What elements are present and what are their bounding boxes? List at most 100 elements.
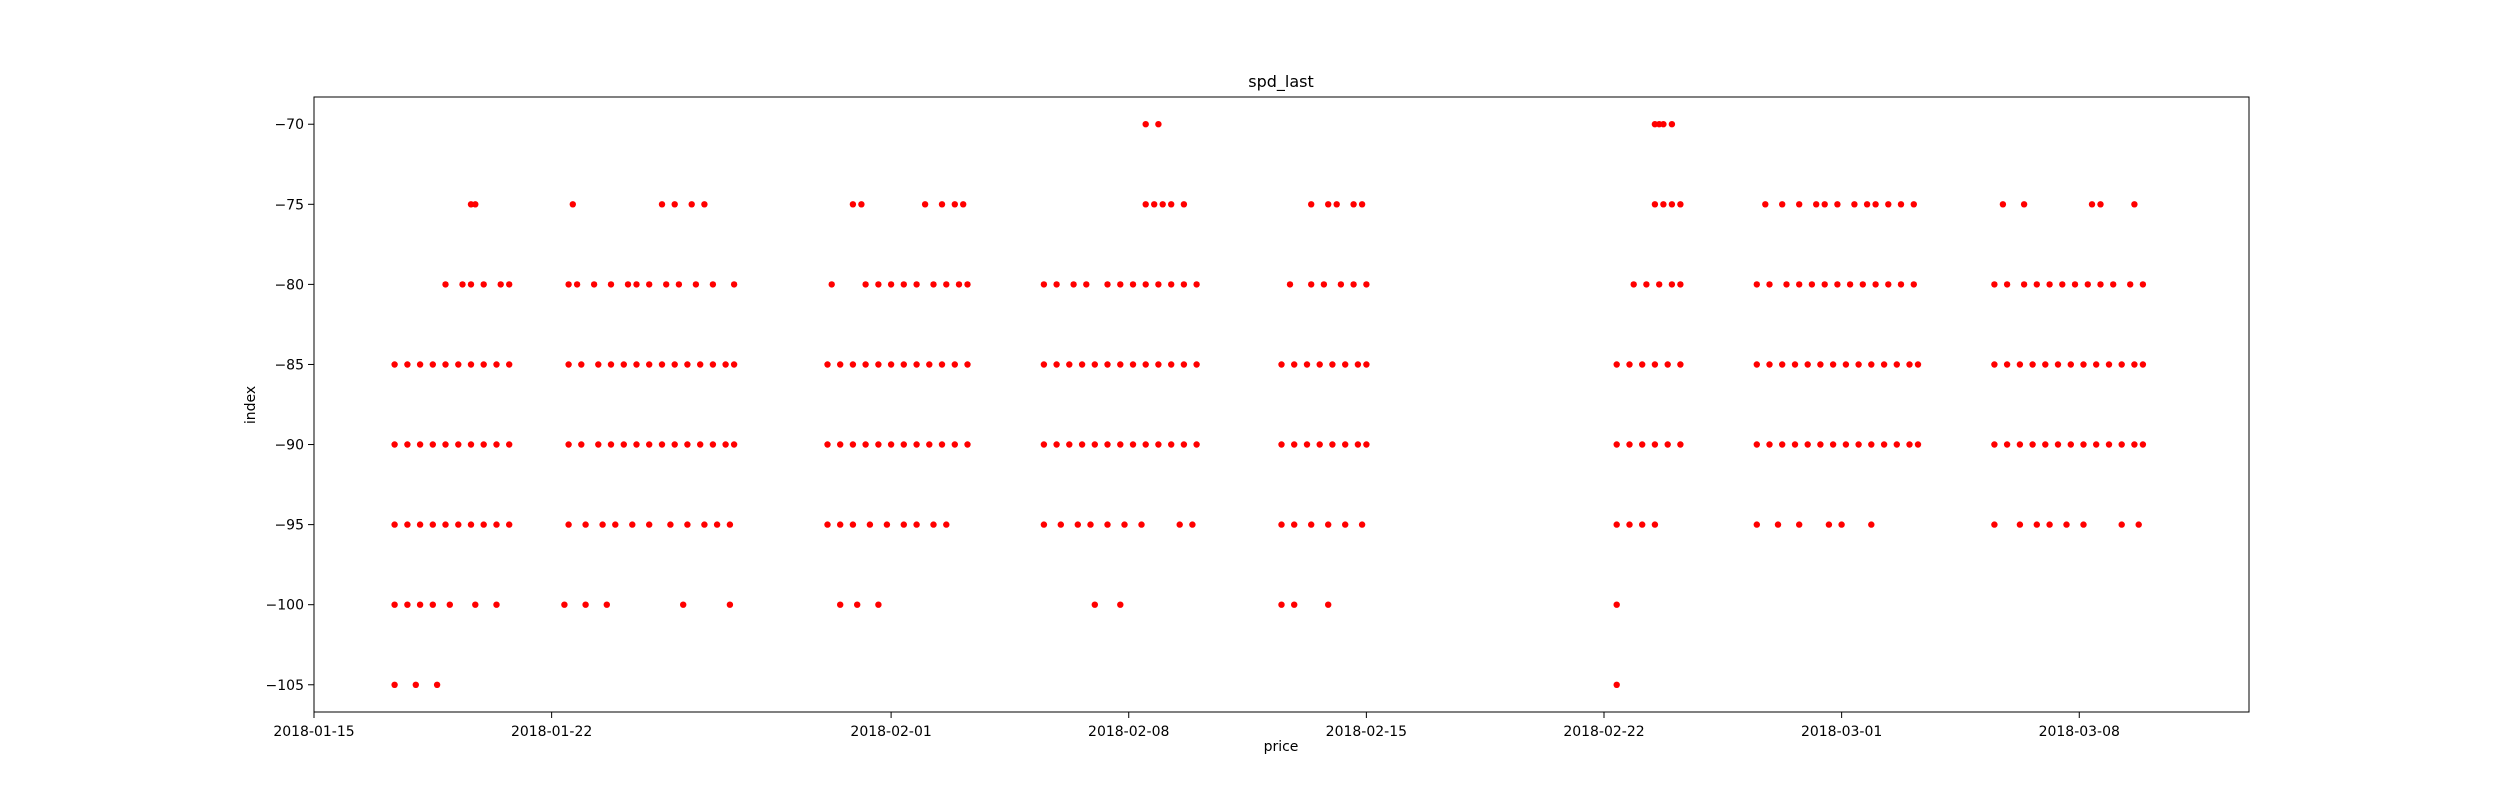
data-point — [1893, 441, 1901, 448]
data-point — [824, 441, 831, 448]
data-point — [964, 441, 971, 448]
data-point — [1753, 441, 1761, 448]
data-point — [887, 441, 895, 448]
data-point — [1910, 281, 1918, 288]
data-point — [578, 441, 585, 448]
data-point — [1834, 201, 1841, 208]
data-point — [1142, 441, 1149, 448]
x-tick-label: 2018-03-01 — [1801, 724, 1882, 740]
data-point — [875, 281, 882, 288]
data-points — [391, 121, 2147, 688]
data-point — [951, 441, 958, 448]
data-point — [943, 281, 950, 288]
data-point — [1859, 281, 1867, 288]
data-point — [1142, 201, 1149, 208]
data-point — [1104, 441, 1111, 448]
data-point — [412, 681, 419, 688]
data-point — [883, 521, 891, 528]
data-point — [680, 601, 687, 608]
data-point — [1129, 441, 1137, 448]
data-point — [2033, 521, 2041, 528]
data-point — [658, 201, 666, 208]
data-point — [459, 281, 466, 288]
data-point — [1070, 281, 1077, 288]
data-point — [416, 601, 424, 608]
data-point — [701, 521, 708, 528]
data-point — [1155, 121, 1162, 128]
x-tick-label: 2018-02-15 — [1326, 724, 1407, 740]
data-point — [1821, 281, 1828, 288]
data-point — [2105, 441, 2113, 448]
data-point — [1117, 281, 1124, 288]
data-point — [663, 281, 670, 288]
data-point — [573, 281, 581, 288]
data-point — [2139, 361, 2147, 368]
data-point — [2118, 441, 2125, 448]
data-point — [607, 361, 615, 368]
x-tick-label: 2018-01-15 — [273, 724, 354, 740]
data-point — [730, 441, 738, 448]
data-point — [565, 441, 572, 448]
data-point — [862, 281, 869, 288]
data-point — [480, 361, 487, 368]
data-point — [875, 441, 882, 448]
data-point — [1350, 201, 1357, 208]
data-point — [2139, 441, 2147, 448]
data-point — [1091, 441, 1099, 448]
x-tick-label: 2018-01-22 — [511, 724, 592, 740]
data-point — [391, 361, 398, 368]
data-point — [1291, 361, 1298, 368]
data-point — [701, 201, 708, 208]
data-point — [1774, 521, 1782, 528]
data-point — [921, 201, 929, 208]
data-point — [569, 201, 576, 208]
data-point — [493, 521, 500, 528]
data-point — [684, 441, 691, 448]
data-point — [1180, 201, 1188, 208]
data-point — [1121, 521, 1128, 528]
data-point — [2105, 361, 2113, 368]
data-point — [849, 441, 857, 448]
data-point — [1613, 681, 1620, 688]
data-point — [1639, 521, 1646, 528]
data-point — [1779, 441, 1786, 448]
data-point — [1779, 201, 1786, 208]
data-point — [1087, 521, 1094, 528]
data-point — [1991, 521, 1998, 528]
data-point — [1354, 441, 1362, 448]
data-point — [467, 521, 475, 528]
data-point — [709, 441, 717, 448]
data-point — [1855, 361, 1862, 368]
data-point — [1626, 521, 1633, 528]
data-point — [1863, 201, 1871, 208]
data-point — [1906, 361, 1913, 368]
data-point — [429, 601, 436, 608]
data-point — [2003, 361, 2011, 368]
data-point — [1168, 281, 1175, 288]
data-point — [1651, 441, 1659, 448]
data-point — [480, 281, 487, 288]
data-point — [1626, 361, 1633, 368]
data-point — [697, 441, 704, 448]
data-point — [930, 281, 937, 288]
data-point — [726, 521, 734, 528]
data-point — [493, 441, 500, 448]
data-point — [1677, 361, 1684, 368]
data-point — [1316, 441, 1323, 448]
data-point — [480, 521, 487, 528]
data-point — [1142, 121, 1149, 128]
data-point — [1151, 201, 1158, 208]
data-point — [1053, 361, 1060, 368]
data-point — [1834, 281, 1841, 288]
data-point — [709, 361, 717, 368]
data-point — [1040, 361, 1048, 368]
data-point — [1180, 441, 1188, 448]
data-point — [1189, 521, 1196, 528]
x-tick-label: 2018-02-01 — [850, 724, 931, 740]
data-point — [607, 441, 615, 448]
data-point — [1155, 361, 1162, 368]
data-point — [467, 361, 475, 368]
data-point — [849, 361, 857, 368]
data-point — [646, 281, 653, 288]
data-point — [1991, 441, 1998, 448]
